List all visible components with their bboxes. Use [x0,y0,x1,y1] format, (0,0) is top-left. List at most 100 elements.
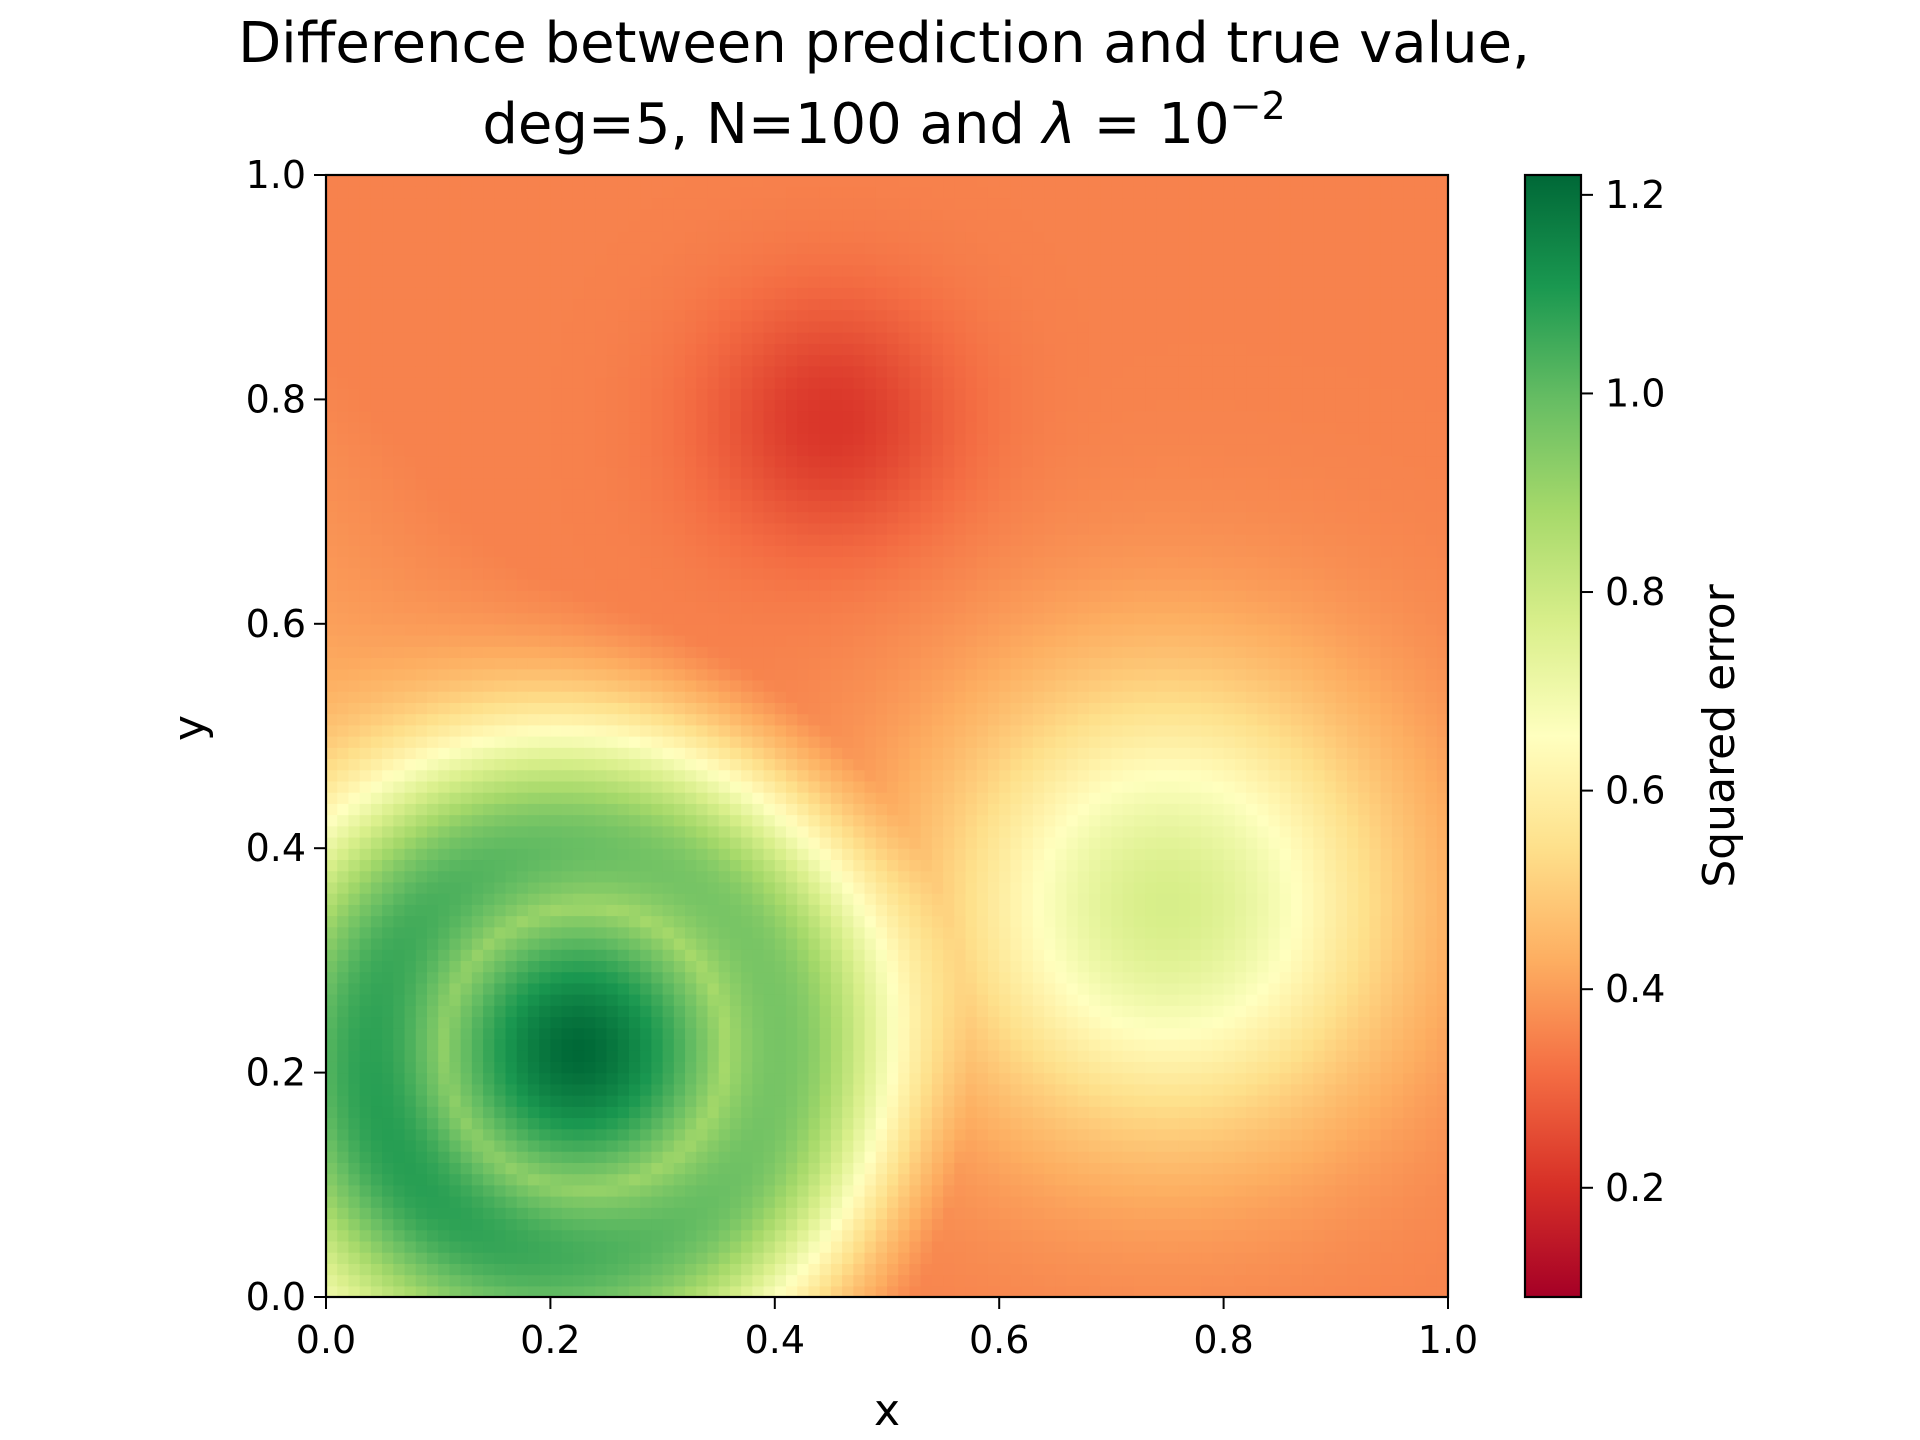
heatmap-cell [550,1083,563,1096]
heatmap-cell [1324,1095,1337,1107]
heatmap-cell [595,1285,608,1298]
heatmap-cell [460,803,473,816]
heatmap-cell [1290,736,1303,748]
heatmap-cell [561,1151,574,1163]
heatmap-cell [1100,780,1112,793]
heatmap-cell [527,1229,540,1242]
heatmap-cell [1032,1038,1045,1051]
heatmap-cell [696,1240,709,1253]
heatmap-cell [1335,1196,1348,1208]
heatmap-cell [987,736,1000,748]
heatmap-cell [830,1050,843,1062]
heatmap-cell [640,1083,652,1096]
heatmap-cell [931,960,944,973]
heatmap-cell [965,1151,978,1163]
heatmap-cell [348,1252,361,1264]
heatmap-cell [438,736,451,748]
heatmap-cell [1279,769,1292,782]
heatmap-cell [628,1139,641,1152]
heatmap-cell [1178,747,1191,760]
heatmap-cell [819,803,832,816]
heatmap-cell [774,1050,787,1062]
heatmap-cell [1391,881,1404,894]
heatmap-cell [864,915,877,928]
heatmap-cell [887,1162,899,1175]
heatmap-cell [561,792,574,804]
heatmap-cell [662,971,675,984]
heatmap-cell [550,1151,563,1163]
heatmap-cell [909,1027,922,1040]
heatmap-cell [1313,758,1326,771]
heatmap-cell [370,1139,383,1152]
heatmap-cell [976,893,989,905]
heatmap-cell [662,937,675,950]
heatmap-cell [864,1050,877,1062]
heatmap-cell [1257,780,1270,793]
heatmap-cell [987,982,1000,995]
heatmap-cell [1122,1005,1135,1018]
heatmap-cell [326,769,338,782]
heatmap-cell [819,1196,832,1208]
heatmap-cell [617,848,630,861]
heatmap-cell [359,1005,372,1018]
heatmap-cell [718,1117,731,1130]
heatmap-cell [1122,1083,1135,1096]
heatmap-cell [449,825,462,838]
heatmap-cell [617,1005,630,1018]
heatmap-cell [965,736,978,748]
heatmap-cell [774,1038,787,1051]
heatmap-cell [976,1207,989,1220]
heatmap-cell [774,1095,787,1107]
heatmap-cell [1246,1016,1258,1029]
heatmap-cell [976,803,989,816]
heatmap-cell [1021,814,1034,827]
heatmap-cell [853,1252,866,1264]
heatmap-cell [1145,1072,1157,1085]
heatmap-cell [1066,1263,1079,1276]
heatmap-cell [1425,1263,1438,1276]
heatmap-cell [1077,848,1090,861]
heatmap-cell [1145,893,1157,905]
heatmap-cell [572,1095,585,1107]
heatmap-cell [1302,1173,1314,1186]
heatmap-cell [1313,747,1326,760]
heatmap-cell [1246,1207,1258,1220]
heatmap-cell [584,1038,596,1051]
heatmap-cell [1234,1173,1247,1186]
heatmap-cell [1044,747,1056,760]
heatmap-cell [943,803,955,816]
heatmap-cell [1347,1196,1359,1208]
heatmap-cell [1066,1207,1079,1220]
heatmap-cell [1335,994,1348,1006]
heatmap-cell [595,1173,608,1186]
heatmap-cell [763,1274,776,1287]
heatmap-cell [415,736,428,748]
heatmap-cell [752,971,765,984]
heatmap-cell [662,1173,675,1186]
heatmap-cell [752,1095,765,1107]
heatmap-cell [426,1095,439,1107]
heatmap-cell [909,859,922,872]
heatmap-cell [875,780,888,793]
heatmap-cell [326,848,338,861]
heatmap-cell [729,1240,742,1253]
heatmap-cell [561,949,574,961]
heatmap-cell [595,747,608,760]
heatmap-cell [1021,1106,1034,1119]
heatmap-cell [426,1106,439,1119]
heatmap-cell [651,1218,664,1231]
heatmap-cell [1369,1196,1382,1208]
heatmap-cell [786,1162,798,1175]
heatmap-cell [853,915,866,928]
heatmap-cell [1313,1139,1326,1152]
heatmap-cell [550,758,563,771]
heatmap-cell [1111,1128,1124,1141]
heatmap-cell [842,1061,854,1074]
heatmap-cell [1369,881,1382,894]
heatmap-cell [898,1196,911,1208]
heatmap-cell [819,937,832,950]
heatmap-cell [987,1151,1000,1163]
heatmap-cell [1066,736,1079,748]
heatmap-cell [1122,870,1135,883]
heatmap-cell [415,1117,428,1130]
